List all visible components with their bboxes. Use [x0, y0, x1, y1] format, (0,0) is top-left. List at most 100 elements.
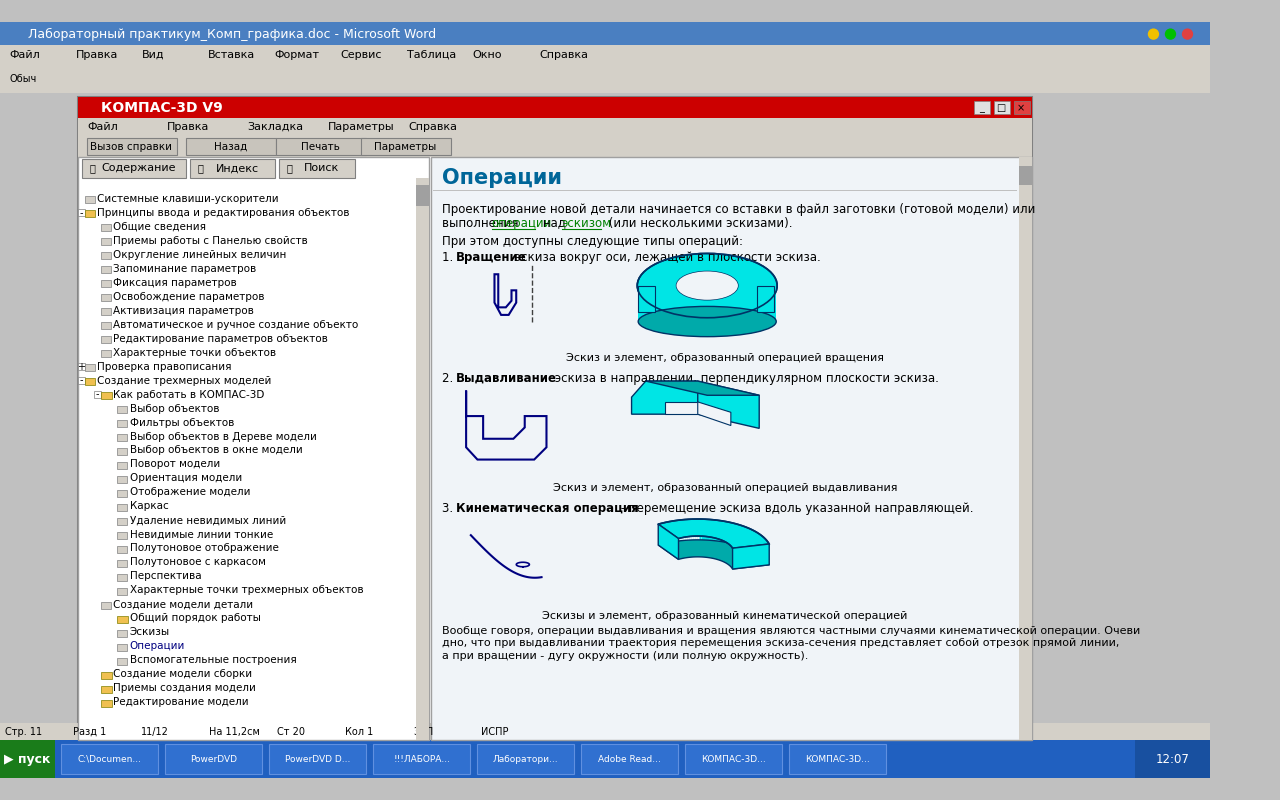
Bar	[118, 476, 127, 483]
Text: Приемы работы с Панелью свойств: Приемы работы с Панелью свойств	[114, 235, 308, 246]
Text: Обыч: Обыч	[9, 74, 37, 83]
Text: -: -	[96, 390, 99, 399]
Polygon shape	[701, 519, 705, 540]
Text: Полутоновое отображение: Полутоновое отображение	[129, 543, 279, 554]
Bar	[101, 336, 110, 343]
Bar	[1134, 740, 1210, 778]
Polygon shape	[740, 525, 742, 546]
Text: Приемы создания модели: Приемы создания модели	[114, 683, 256, 694]
Text: Фиксация параметров: Фиксация параметров	[114, 278, 237, 287]
Bar	[1014, 102, 1029, 114]
Text: эскизом: эскизом	[562, 217, 612, 230]
Polygon shape	[631, 381, 698, 414]
Polygon shape	[718, 539, 719, 560]
Polygon shape	[666, 522, 669, 543]
Text: Разд 1: Разд 1	[73, 727, 106, 737]
Text: над: над	[539, 217, 570, 230]
Text: Справка: Справка	[539, 50, 588, 60]
Polygon shape	[746, 527, 749, 549]
Bar	[0, 46, 1210, 64]
Polygon shape	[763, 537, 765, 559]
Text: Полутоновое с каркасом: Полутоновое с каркасом	[129, 558, 265, 567]
Text: Содержание: Содержание	[101, 163, 177, 174]
Text: Лаборатори...: Лаборатори...	[493, 754, 558, 764]
Text: эскиза вокруг оси, лежащей в плоскости эскиза.: эскиза вокруг оси, лежащей в плоскости э…	[511, 250, 820, 264]
Text: Редактирование параметров объектов: Редактирование параметров объектов	[114, 334, 329, 343]
Bar	[118, 462, 127, 470]
Text: Запоминание параметров: Запоминание параметров	[114, 263, 257, 274]
Polygon shape	[717, 538, 718, 560]
Bar	[118, 490, 127, 497]
Text: _: _	[979, 103, 984, 113]
Bar	[101, 671, 111, 679]
Polygon shape	[710, 537, 713, 558]
Bar	[82, 159, 187, 178]
Polygon shape	[732, 544, 769, 569]
Polygon shape	[686, 537, 687, 558]
Bar	[433, 190, 1018, 191]
Text: 🔑: 🔑	[197, 163, 204, 174]
Bar	[118, 587, 127, 595]
Text: Правка: Правка	[76, 50, 118, 60]
Polygon shape	[759, 534, 762, 556]
Text: КОМПАС-3D V9: КОМПАС-3D V9	[101, 101, 223, 115]
Text: На 11,2см: На 11,2см	[209, 727, 260, 737]
Bar	[416, 178, 429, 740]
Text: Правка: Правка	[168, 122, 210, 132]
Bar	[639, 286, 655, 312]
Bar	[101, 266, 110, 274]
Bar	[101, 602, 110, 609]
Bar	[270, 744, 366, 774]
Polygon shape	[724, 522, 728, 543]
Text: Как работать в КОМПАС-3D: Как работать в КОМПАС-3D	[114, 390, 265, 399]
Text: □: □	[997, 103, 1006, 113]
Bar	[84, 378, 96, 386]
Bar	[78, 135, 1033, 157]
Polygon shape	[669, 521, 673, 542]
Text: Редактирование модели: Редактирование модели	[114, 698, 250, 707]
Text: Поворот модели: Поворот модели	[129, 459, 220, 470]
Text: (или несколькими эскизами).: (или несколькими эскизами).	[605, 217, 792, 230]
Bar	[118, 518, 127, 525]
Bar	[790, 744, 886, 774]
Polygon shape	[767, 541, 768, 563]
Text: 3.: 3.	[443, 502, 457, 515]
Text: Вид: Вид	[142, 50, 164, 60]
Text: 🔍: 🔍	[287, 163, 292, 174]
Text: Индекс: Индекс	[216, 163, 259, 174]
Polygon shape	[698, 381, 759, 428]
Text: 12:07: 12:07	[1156, 753, 1189, 766]
Polygon shape	[705, 537, 708, 558]
Text: 11/12: 11/12	[141, 727, 169, 737]
Polygon shape	[723, 541, 724, 562]
Text: Параметры: Параметры	[328, 122, 394, 132]
Text: Справка: Справка	[408, 122, 457, 132]
Polygon shape	[662, 522, 666, 544]
Polygon shape	[736, 524, 740, 546]
Text: - перемещение эскиза вдоль указанной направляющей.: - перемещение эскиза вдоль указанной нап…	[617, 502, 974, 515]
Bar	[118, 434, 127, 442]
Text: Назад: Назад	[214, 142, 247, 152]
Polygon shape	[705, 519, 709, 540]
Text: Параметры: Параметры	[375, 142, 436, 152]
Polygon shape	[698, 536, 699, 557]
Polygon shape	[682, 538, 684, 558]
Bar	[0, 740, 55, 778]
Polygon shape	[762, 535, 763, 558]
Polygon shape	[728, 522, 732, 544]
Polygon shape	[713, 538, 714, 558]
Bar	[61, 744, 157, 774]
Polygon shape	[658, 519, 769, 548]
Text: Общие сведения: Общие сведения	[114, 222, 206, 232]
Text: Ст 20: Ст 20	[276, 727, 305, 737]
Text: дно, что при выдавливании траектория перемещения эскиза-сечения представляет соб: дно, что при выдавливании траектория пер…	[443, 638, 1124, 648]
Polygon shape	[678, 538, 680, 559]
Text: Закладка: Закладка	[248, 122, 303, 132]
Bar	[101, 686, 111, 693]
Text: операции: операции	[492, 217, 552, 230]
Polygon shape	[645, 381, 759, 395]
Bar	[118, 658, 127, 665]
Text: ×: ×	[1018, 103, 1025, 113]
Bar	[165, 744, 262, 774]
Bar	[101, 294, 110, 302]
